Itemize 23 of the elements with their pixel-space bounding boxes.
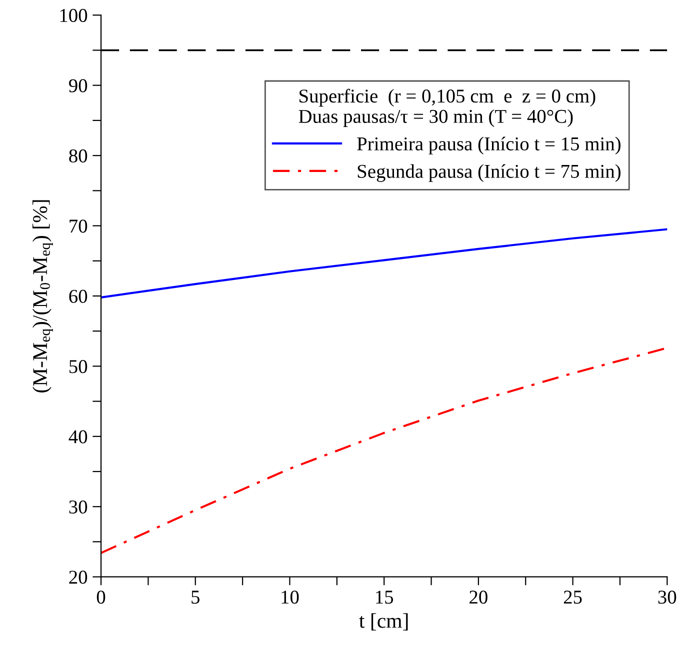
y-tick-label: 40 [68,430,88,444]
line-series [101,346,668,554]
legend-title: Superficie (r = 0,105 cm e z = 0 cm) Duas pausas/τ = 30 min (T = 40°C) [298,88,596,127]
y-tick-label: 90 [69,79,88,92]
x-tick-label: 5 [192,590,200,604]
x-tick-label: 15 [376,590,394,604]
x-tick-label: 20 [470,590,488,604]
y-tick-label: 20 [69,570,88,584]
x-tick-label: 25 [564,590,582,604]
line-series [101,228,668,298]
y-tick-label: 60 [69,290,88,303]
x-axis-title: t [cm] [359,613,408,630]
legend-label: Segunda pausa (Início t = 75 min) [358,164,620,182]
y-tick-label: 50 [70,360,88,374]
x-tick-label: 10 [282,590,299,604]
x-tick-label: 30 [658,590,676,604]
legend-label: Primeira pausa (Início t = 15 min) [357,136,620,154]
y-tick-label: 30 [69,500,88,514]
x-tick-label: 0 [96,590,106,604]
y-tick-label: 80 [69,149,88,162]
y-axis-title: (M-M$_{eq}$)/(M$_{0}$-M$_{eq}$) [%] [32,200,53,392]
y-tick-label: 100 [60,8,88,22]
y-tick-label: 70 [70,220,88,233]
